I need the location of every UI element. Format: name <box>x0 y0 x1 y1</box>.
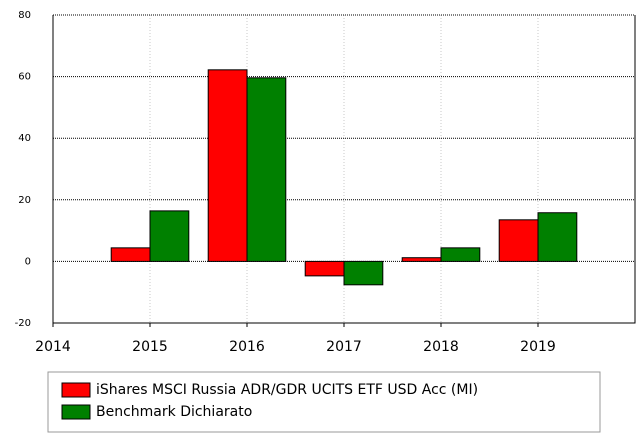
y-tick-label: 20 <box>18 195 31 206</box>
axis-frame <box>52 15 636 324</box>
y-tick-label: 40 <box>18 133 31 144</box>
legend-swatch <box>61 404 91 420</box>
bar <box>110 247 151 262</box>
x-tick-label: 2014 <box>35 339 71 355</box>
bar <box>401 257 442 262</box>
legend-label: Benchmark Dichiarato <box>96 404 252 420</box>
y-tick-label: -20 <box>15 318 31 329</box>
legend-label: iShares MSCI Russia ADR/GDR UCITS ETF US… <box>96 382 478 398</box>
bar <box>304 260 345 277</box>
x-tick-label: 2017 <box>326 339 362 355</box>
x-tick-label: 2019 <box>520 339 556 355</box>
y-tick-label: 80 <box>18 10 31 21</box>
bar <box>149 210 190 262</box>
bar <box>440 247 481 262</box>
legend-box <box>47 371 601 433</box>
bar <box>343 260 384 286</box>
legend-swatch <box>61 382 91 398</box>
y-tick-label: 0 <box>25 256 31 267</box>
bar <box>246 77 287 262</box>
x-tick-label: 2016 <box>229 339 265 355</box>
y-tick-label: 60 <box>18 72 31 83</box>
bar <box>537 212 578 262</box>
bar <box>207 69 248 262</box>
x-tick-label: 2015 <box>132 339 168 355</box>
x-tick-label: 2018 <box>423 339 459 355</box>
bar <box>498 219 539 262</box>
